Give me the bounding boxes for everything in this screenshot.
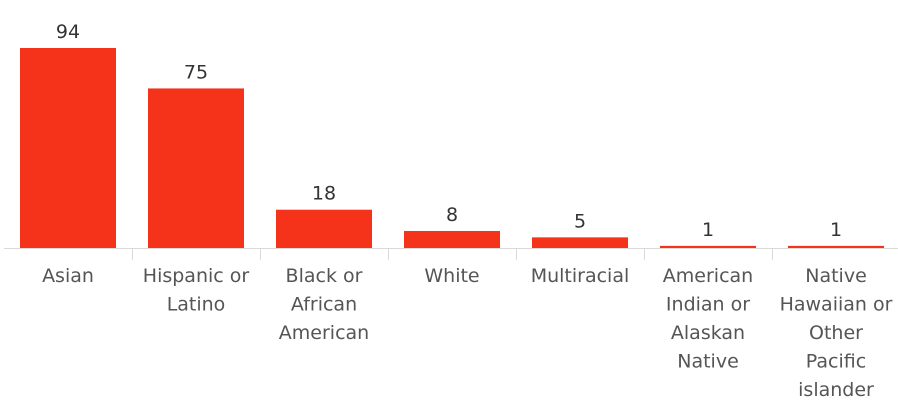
data-label: 1 bbox=[702, 219, 714, 241]
data-label: 75 bbox=[184, 61, 208, 83]
category-label: Asian bbox=[42, 265, 94, 287]
bar[interactable] bbox=[404, 230, 500, 248]
category-label: Native Hawaiian or Other Pacific islander bbox=[780, 265, 893, 401]
category-label: Multiracial bbox=[531, 265, 630, 287]
data-label: 8 bbox=[446, 204, 458, 226]
bar[interactable] bbox=[660, 245, 756, 248]
bar[interactable] bbox=[148, 88, 244, 248]
data-label: 18 bbox=[312, 183, 336, 205]
data-label: 1 bbox=[830, 219, 842, 241]
category-label: Black or African American bbox=[279, 265, 369, 344]
category-label: White bbox=[424, 265, 479, 287]
data-label: 94 bbox=[56, 21, 80, 43]
data-label: 5 bbox=[574, 210, 586, 232]
category-label: American Indian or Alaskan Native bbox=[663, 265, 753, 373]
bar[interactable] bbox=[276, 209, 372, 248]
category-label: Hispanic or Latino bbox=[143, 265, 250, 316]
bar[interactable] bbox=[788, 245, 884, 248]
bar[interactable] bbox=[532, 237, 628, 248]
bar[interactable] bbox=[20, 48, 116, 248]
